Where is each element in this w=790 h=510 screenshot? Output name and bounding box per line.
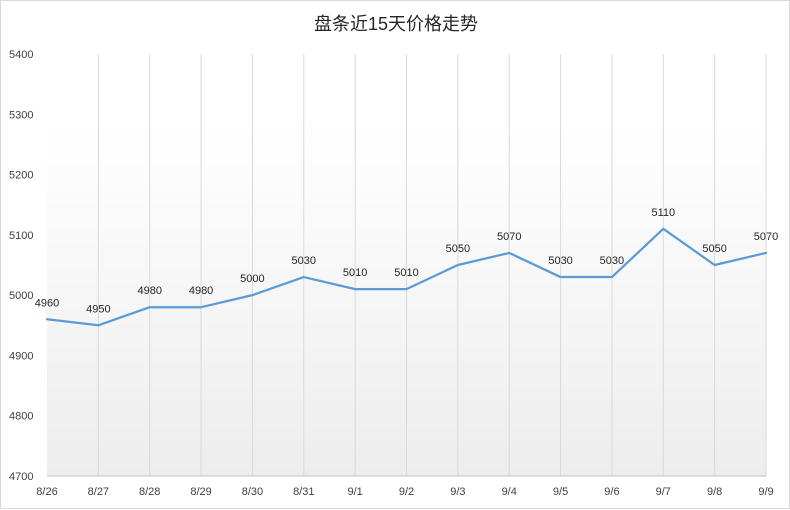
data-label: 5050 — [446, 243, 470, 255]
x-tick-label: 9/9 — [758, 486, 773, 498]
data-label: 5070 — [754, 231, 778, 243]
x-tick-label: 8/30 — [242, 486, 263, 498]
x-tick-label: 9/4 — [502, 486, 517, 498]
y-tick-label: 5200 — [9, 170, 33, 182]
x-tick-label: 9/3 — [450, 486, 465, 498]
x-tick-label: 9/2 — [399, 486, 414, 498]
axes: 4700 4800 4900 5000 5100 5200 5300 5400 8/26 8/27… — [9, 49, 774, 498]
data-label: 5010 — [343, 267, 367, 279]
data-label: 5050 — [702, 243, 726, 255]
series — [45, 227, 768, 327]
x-tick-label: 9/5 — [553, 486, 568, 498]
x-tick-label: 9/8 — [707, 486, 722, 498]
x-tick-label: 9/1 — [347, 486, 362, 498]
x-tick-label: 8/26 — [36, 486, 57, 498]
grid-lines — [97, 54, 767, 476]
chart-title: 盘条近15天价格走势 — [314, 14, 478, 34]
y-tick-label: 4900 — [9, 350, 33, 362]
x-tick-label: 9/7 — [656, 486, 671, 498]
data-label: 4950 — [86, 303, 110, 315]
x-tick-label: 8/29 — [190, 486, 211, 498]
y-tick-label: 4700 — [9, 471, 33, 483]
y-tick-label: 5400 — [9, 49, 33, 61]
x-tick-label: 8/27 — [88, 486, 109, 498]
data-labels: 4960 4950 4980 4980 5000 5030 5010 5010 5050 5070… — [35, 207, 778, 315]
y-tick-label: 4800 — [9, 411, 33, 423]
data-label: 4960 — [35, 297, 59, 309]
data-label: 5030 — [548, 255, 572, 267]
y-tick-label: 5000 — [9, 290, 33, 302]
data-label: 4980 — [137, 285, 161, 297]
x-tick-label: 9/6 — [604, 486, 619, 498]
data-label: 5030 — [292, 255, 316, 267]
x-tick-label: 8/31 — [293, 486, 314, 498]
x-tick-label: 8/28 — [139, 486, 160, 498]
series-line — [45, 227, 768, 327]
y-tick-label: 5100 — [9, 230, 33, 242]
data-label: 5010 — [394, 267, 418, 279]
data-label: 5030 — [600, 255, 624, 267]
data-label: 4980 — [189, 285, 213, 297]
data-label: 5070 — [497, 231, 521, 243]
data-label: 5110 — [651, 207, 675, 219]
data-label: 5000 — [240, 273, 264, 285]
y-tick-label: 5300 — [9, 109, 33, 121]
